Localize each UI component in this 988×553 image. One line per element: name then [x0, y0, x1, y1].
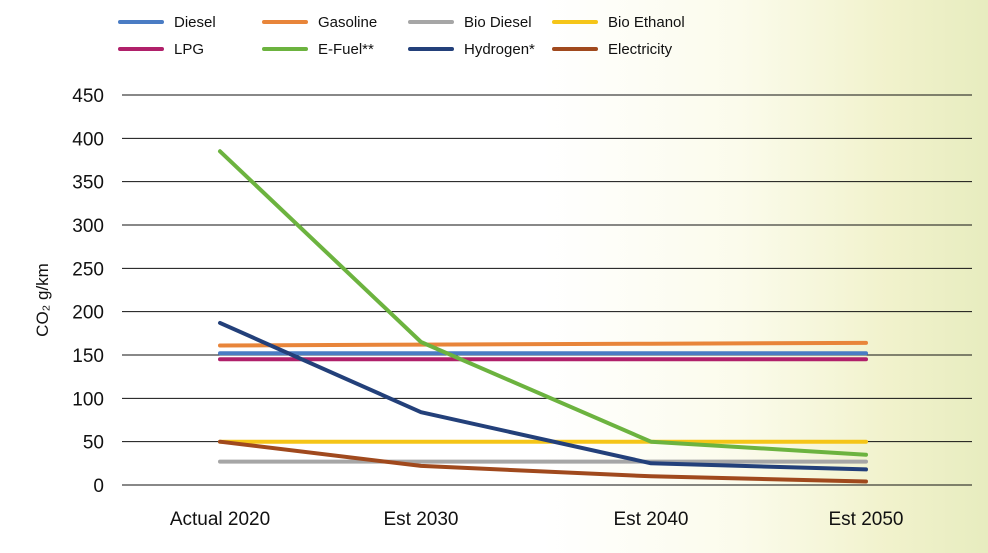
- series-line-e-fuel: [218, 149, 868, 457]
- y-tick-label-0: 0: [93, 476, 104, 497]
- legend-item-gasoline: Gasoline: [262, 12, 377, 32]
- legend-label-hydrogen: Hydrogen*: [464, 40, 535, 58]
- x-tick-label-3: Est 2050: [829, 509, 904, 530]
- y-tick-label-100: 100: [72, 389, 104, 410]
- grid-lines: [122, 94, 972, 486]
- y-axis-tick-labels: 0 50 100 150 200 250 300 350 400 450: [72, 86, 104, 497]
- legend-label-bio-diesel: Bio Diesel: [464, 13, 532, 31]
- legend-swatch-diesel: [118, 20, 164, 24]
- y-tick-label-350: 350: [72, 173, 104, 194]
- legend-label-diesel: Diesel: [174, 13, 216, 31]
- x-tick-label-2: Est 2040: [614, 509, 689, 530]
- chart-legend: Diesel Gasoline Bio Diesel Bio Ethanol L…: [0, 0, 988, 70]
- legend-swatch-hydrogen: [408, 47, 454, 51]
- series-line-electricity: [218, 439, 868, 484]
- legend-swatch-gasoline: [262, 20, 308, 24]
- legend-item-bio-ethanol: Bio Ethanol: [552, 12, 685, 32]
- y-tick-label-50: 50: [83, 433, 104, 454]
- legend-label-lpg: LPG: [174, 40, 205, 58]
- x-axis-tick-labels: Actual 2020 Est 2030 Est 2040 Est 2050: [170, 509, 904, 530]
- y-tick-label-450: 450: [72, 86, 104, 107]
- legend-label-gasoline: Gasoline: [318, 13, 378, 31]
- legend-item-electricity: Electricity: [552, 39, 672, 59]
- legend-item-lpg: LPG: [118, 39, 204, 59]
- y-tick-label-300: 300: [72, 216, 104, 237]
- y-tick-label-400: 400: [72, 129, 104, 150]
- legend-label-electricity: Electricity: [608, 40, 673, 58]
- series-lines: [218, 149, 868, 484]
- series-line-gasoline: [218, 340, 868, 348]
- y-tick-label-150: 150: [72, 346, 104, 367]
- legend-label-e-fuel: E-Fuel**: [318, 40, 374, 58]
- y-tick-label-250: 250: [72, 259, 104, 280]
- legend-swatch-electricity: [552, 47, 598, 51]
- series-line-hydrogen: [218, 320, 868, 472]
- legend-swatch-lpg: [118, 47, 164, 51]
- y-tick-label-200: 200: [72, 303, 104, 324]
- legend-swatch-bio-ethanol: [552, 20, 598, 24]
- x-tick-label-0: Actual 2020: [170, 509, 270, 530]
- legend-label-bio-ethanol: Bio Ethanol: [608, 13, 685, 31]
- x-tick-label-1: Est 2030: [384, 509, 459, 530]
- legend-swatch-bio-diesel: [408, 20, 454, 24]
- legend-item-e-fuel: E-Fuel**: [262, 39, 374, 59]
- legend-item-diesel: Diesel: [118, 12, 216, 32]
- y-axis-title: CO₂ g/km: [33, 263, 52, 337]
- legend-item-bio-diesel: Bio Diesel: [408, 12, 532, 32]
- legend-swatch-e-fuel: [262, 47, 308, 51]
- legend-item-hydrogen: Hydrogen*: [408, 39, 535, 59]
